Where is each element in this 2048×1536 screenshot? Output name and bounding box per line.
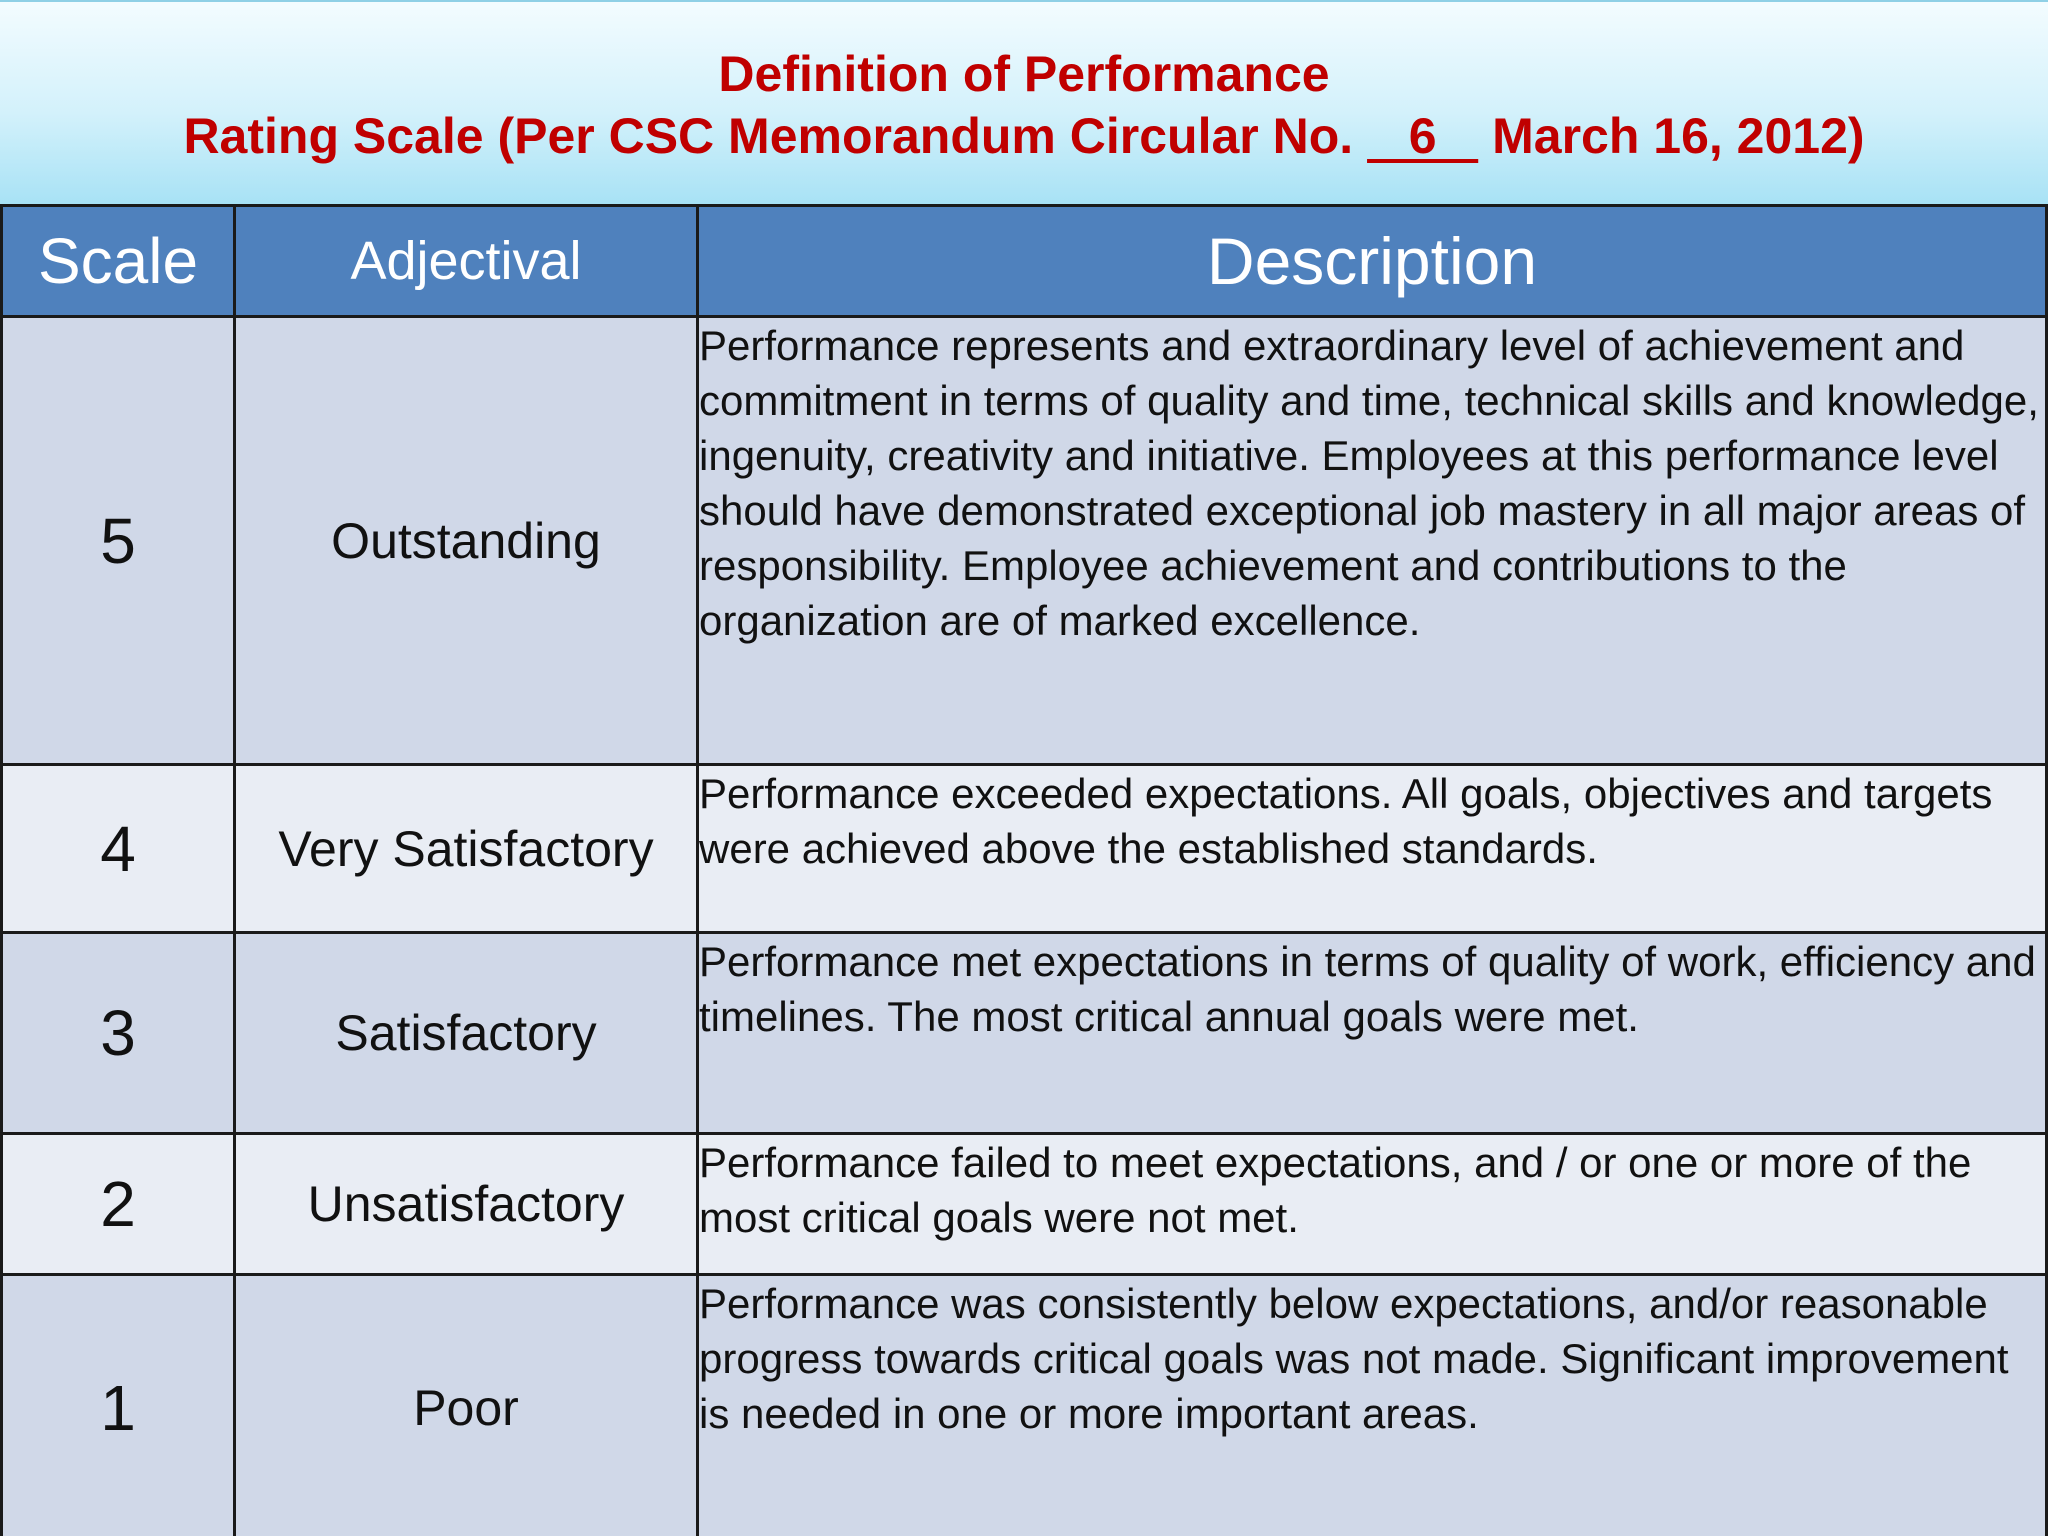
scale-value: 4 bbox=[0, 763, 236, 934]
scale-value: 5 bbox=[0, 315, 236, 766]
rating-description: Performance exceeded expectations. All g… bbox=[696, 763, 2048, 934]
scale-value: 1 bbox=[0, 1273, 236, 1536]
scale-value: 3 bbox=[0, 931, 236, 1135]
adjectival-rating: Poor bbox=[233, 1273, 699, 1536]
header-scale: Scale bbox=[0, 204, 236, 318]
table-header-row: Scale Adjectival Description bbox=[0, 204, 2048, 318]
table-row: 1 Poor Performance was consistently belo… bbox=[0, 1273, 2048, 1536]
header-description: Description bbox=[696, 204, 2048, 318]
adjectival-rating: Satisfactory bbox=[233, 931, 699, 1135]
rating-scale-table: Scale Adjectival Description 5 Outstandi… bbox=[0, 204, 2048, 1536]
slide-subtitle: Rating Scale (Per CSC Memorandum Circula… bbox=[0, 106, 2048, 166]
header-adjectival: Adjectival bbox=[233, 204, 699, 318]
table-row: 4 Very Satisfactory Performance exceeded… bbox=[0, 763, 2048, 934]
slide-title: Definition of Performance bbox=[718, 46, 1330, 102]
subtitle-prefix: Rating Scale (Per CSC Memorandum Circula… bbox=[183, 108, 1368, 164]
circular-number: 6 bbox=[1367, 108, 1479, 164]
adjectival-rating: Unsatisfactory bbox=[233, 1132, 699, 1276]
adjectival-rating: Very Satisfactory bbox=[233, 763, 699, 934]
subtitle-suffix: March 16, 2012) bbox=[1478, 108, 1865, 164]
rating-description: Performance failed to meet expectations,… bbox=[696, 1132, 2048, 1276]
table-row: 5 Outstanding Performance represents and… bbox=[0, 315, 2048, 766]
scale-value: 2 bbox=[0, 1132, 236, 1276]
adjectival-rating: Outstanding bbox=[233, 315, 699, 766]
table-row: 2 Unsatisfactory Performance failed to m… bbox=[0, 1132, 2048, 1276]
table-row: 3 Satisfactory Performance met expectati… bbox=[0, 931, 2048, 1135]
rating-description: Performance represents and extraordinary… bbox=[696, 315, 2048, 766]
title-band: Definition of Performance Rating Scale (… bbox=[0, 0, 2048, 204]
rating-description: Performance met expectations in terms of… bbox=[696, 931, 2048, 1135]
rating-description: Performance was consistently below expec… bbox=[696, 1273, 2048, 1536]
